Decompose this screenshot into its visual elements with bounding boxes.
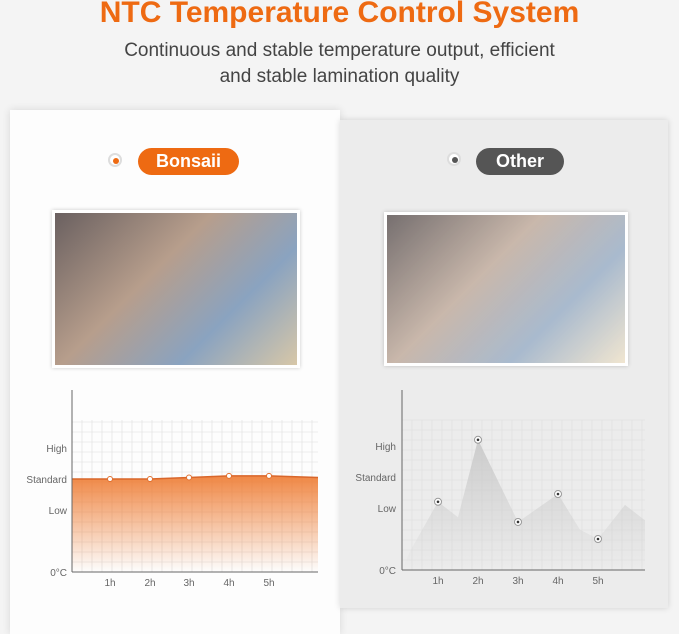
charts: 0°C Low Standard High 1h 2h 3h 4h 5h 0°C Low Stand… — [26, 390, 645, 589]
series-area — [72, 475, 318, 572]
x-tick-label: 2h — [144, 578, 155, 589]
bonsaii-label: Bonsaii — [138, 148, 239, 175]
x-tick-label: 3h — [512, 576, 523, 587]
series-area — [402, 439, 645, 570]
subtitle-line-1: Continuous and stable temperature output… — [124, 40, 555, 61]
subtitle-line-2: and stable lamination quality — [219, 66, 460, 87]
bonsaii-lamination-photo — [52, 210, 300, 368]
other-chart: 0°C Low Standard High 1h 2h 3h 4h 5h — [355, 390, 645, 587]
y-tick-label: 0°C — [379, 566, 396, 577]
data-point — [107, 476, 113, 482]
y-tick-label: Low — [378, 504, 397, 515]
other-radio[interactable] — [447, 152, 461, 166]
bonsaii-chart: 0°C Low Standard High 1h 2h 3h 4h 5h — [26, 390, 319, 589]
x-tick-label: 5h — [263, 578, 274, 589]
data-point-center — [596, 537, 600, 541]
data-point — [266, 472, 272, 479]
x-tick-label: 5h — [592, 576, 603, 587]
x-tick-label: 3h — [183, 578, 194, 589]
data-point-center — [476, 438, 480, 442]
x-tick-label: 4h — [223, 578, 234, 589]
data-point-center — [516, 520, 520, 524]
page-title: NTC Temperature Control System — [99, 0, 580, 29]
other-lamination-photo — [384, 212, 628, 366]
x-tick-label: 1h — [432, 576, 443, 587]
y-tick-label: High — [46, 444, 67, 455]
y-tick-label: 0°C — [50, 568, 67, 579]
x-tick-label: 1h — [104, 578, 115, 589]
bonsaii-radio[interactable] — [108, 153, 122, 167]
x-tick-label: 2h — [472, 576, 483, 587]
data-point-center — [436, 500, 440, 504]
data-point-center — [556, 492, 560, 496]
data-point — [226, 472, 232, 479]
other-label: Other — [476, 148, 564, 175]
y-tick-label: Low — [49, 506, 68, 517]
y-tick-label: Standard — [355, 473, 396, 484]
x-tick-label: 4h — [552, 576, 563, 587]
y-tick-label: High — [375, 442, 396, 453]
y-tick-label: Standard — [26, 475, 67, 486]
data-point — [186, 474, 192, 481]
data-point — [147, 476, 153, 482]
